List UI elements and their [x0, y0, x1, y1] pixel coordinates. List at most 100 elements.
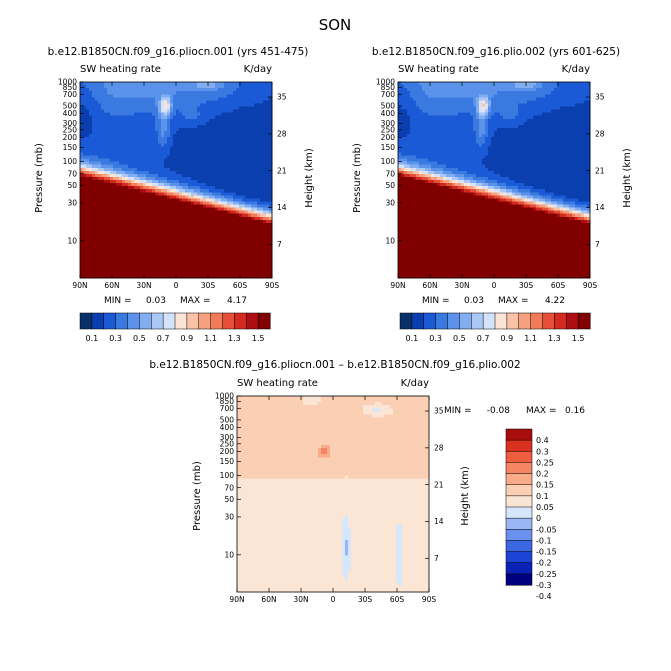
panel-1-cell	[230, 180, 234, 184]
panel-1-cell	[176, 207, 180, 211]
panel-1-cell	[176, 271, 180, 276]
panel-1-cell	[242, 167, 246, 172]
panel-1-cell	[218, 207, 222, 211]
panel-1-cell	[119, 88, 123, 92]
panel-1-cell	[254, 127, 258, 132]
panel-1-cell	[170, 253, 174, 257]
panel-1-cell	[239, 140, 243, 144]
panel-1-cell	[254, 253, 258, 257]
panel-1-cell	[146, 186, 150, 190]
panel-1-cell	[116, 219, 120, 224]
panel-1-cell	[104, 253, 108, 257]
panel-1-cell	[131, 183, 135, 187]
panel-1-cell	[155, 235, 159, 239]
panel-1-cell	[89, 131, 93, 135]
panel-2-cell	[563, 94, 567, 98]
panel-1-cell	[245, 137, 249, 141]
panel-1-cell	[83, 192, 87, 196]
panel-1-cell	[242, 198, 246, 202]
panel-2-cell	[530, 103, 534, 107]
panel-1-cell	[95, 268, 99, 273]
panel-1-cell	[170, 232, 174, 236]
panel-1-cell	[200, 143, 204, 147]
panel-1-cell	[104, 256, 108, 260]
panel-1-cell	[215, 161, 219, 166]
panel-1-cell	[191, 167, 195, 172]
panel-1-cell	[146, 253, 150, 257]
panel-1-cell	[254, 152, 258, 156]
panel-1-cell	[254, 164, 258, 169]
panel-1-cell	[128, 210, 132, 215]
panel-2-cell	[413, 85, 417, 89]
panel-1-cell	[89, 238, 93, 242]
panel-2-cell	[482, 112, 486, 117]
panel-1-cell	[149, 112, 153, 117]
panel-1-cell	[188, 241, 192, 245]
panel-1-cell	[245, 256, 249, 260]
panel-1-cell	[269, 265, 273, 270]
panel-1-cell	[203, 238, 207, 242]
panel-1-cell	[161, 216, 165, 221]
panel-1-cell	[257, 143, 261, 147]
panel-1-cell	[161, 109, 165, 113]
panel-1-cell	[107, 134, 111, 138]
panel-1-cell	[197, 149, 201, 153]
panel-1-cell	[224, 164, 228, 169]
panel-1-cell	[143, 216, 147, 221]
panel-1-cell	[131, 204, 135, 208]
panel-1-cell	[170, 170, 174, 175]
panel-1-cell	[122, 121, 126, 126]
panel-1-cell	[230, 112, 234, 117]
panel-2-cell	[404, 103, 408, 107]
panel-1-cell	[188, 210, 192, 215]
panel-2-cell	[452, 91, 456, 95]
panel-2-cell	[581, 115, 585, 120]
panel-1-cell	[188, 115, 192, 120]
panel-1-cell	[239, 170, 243, 175]
panel-1-cell	[194, 207, 198, 211]
panel-1-cell	[206, 161, 210, 166]
panel-1-cell	[110, 207, 114, 211]
panel-2-cell	[443, 88, 447, 92]
panel-1-cell	[179, 127, 183, 132]
panel-2-cell	[479, 112, 483, 117]
panel-2-cell	[437, 85, 441, 89]
panel-1-cell	[218, 253, 222, 257]
panel-1-cell	[218, 94, 222, 98]
panel-1-cell	[209, 207, 213, 211]
panel-1-cell	[218, 127, 222, 132]
panel-1-cell	[224, 115, 228, 120]
panel-1-cell	[263, 158, 267, 162]
panel-1-cell	[212, 106, 216, 110]
panel-1-cell	[209, 146, 213, 150]
panel-2-cell	[416, 91, 420, 95]
panel-1-cell	[200, 118, 204, 123]
panel-2-cell	[404, 91, 408, 95]
panel-2-cell	[455, 109, 459, 113]
panel-1-cell	[269, 134, 273, 138]
panel-1-cell	[242, 195, 246, 199]
panel-1-cell	[134, 158, 138, 162]
panel-2-cell	[548, 91, 552, 95]
panel-1-cell	[233, 100, 237, 104]
panel-2-cell	[437, 91, 441, 95]
panel-1-cell	[194, 85, 198, 89]
panel-1-cell	[251, 207, 255, 211]
panel-1-cell	[260, 134, 264, 138]
panel-1-cell	[257, 247, 261, 251]
panel-1-cell	[170, 167, 174, 172]
panel-1-cell	[221, 161, 225, 166]
panel-1-cell	[245, 198, 249, 202]
panel-1-cell	[203, 256, 207, 260]
panel-1-cell	[110, 238, 114, 242]
panel-1-cell	[257, 131, 261, 135]
panel-1-cell	[110, 91, 114, 95]
panel-1-cell	[227, 152, 231, 156]
panel-1-cell	[110, 173, 114, 178]
panel-1-cell	[122, 180, 126, 184]
panel-1-cell	[101, 112, 105, 117]
panel-1-cell	[104, 176, 108, 181]
panel-1-cell	[182, 271, 186, 276]
panel-1-cell	[248, 143, 252, 147]
panel-1-cell	[185, 268, 189, 273]
